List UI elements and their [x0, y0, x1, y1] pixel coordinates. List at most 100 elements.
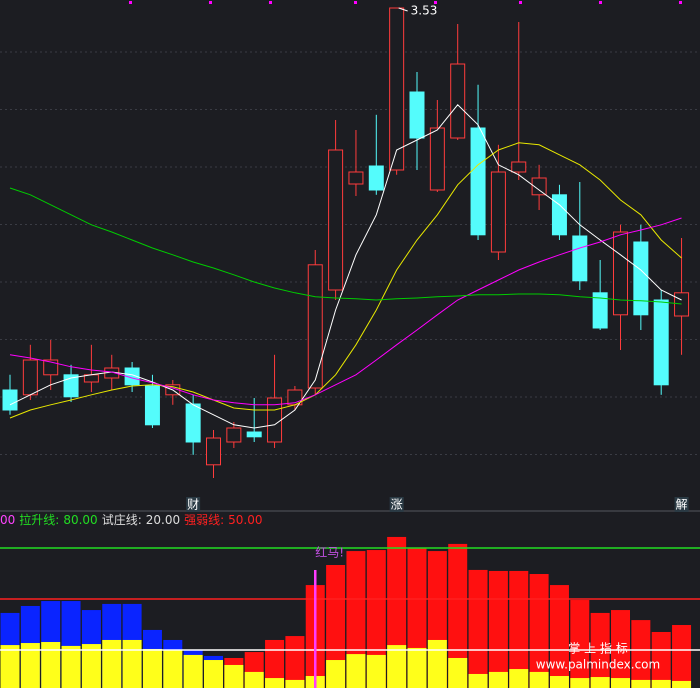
indicator-bar: [366, 654, 386, 688]
indicator-bar: [672, 625, 692, 688]
indicator-bar: [488, 671, 508, 688]
top-marker: [679, 1, 682, 4]
indicator-bar: [407, 647, 427, 688]
indicator-bar: [224, 664, 244, 688]
indicator-bar: [672, 680, 692, 688]
moving-average-line: [9, 217, 682, 406]
indicator-bar: [529, 671, 549, 688]
candle-body: [551, 194, 567, 236]
indicator-bar: [102, 639, 122, 688]
top-marker: [129, 1, 132, 4]
indicator-bar: [122, 639, 142, 688]
candle-body: [144, 385, 160, 426]
category-label-bg: [186, 497, 201, 512]
candle-body: [226, 427, 242, 443]
indicator-bar: [549, 676, 569, 688]
category-label: 涨: [391, 497, 403, 512]
candle-body: [613, 231, 628, 316]
candle-body: [328, 149, 344, 291]
indicator-bar: [285, 679, 305, 688]
candle-body: [348, 171, 364, 185]
indicator-bar: [285, 636, 305, 688]
candle-body: [511, 161, 527, 173]
candle-body: [653, 299, 669, 386]
indicator-bar: [244, 671, 264, 688]
indicator-bar: [326, 565, 346, 688]
candle-body: [450, 63, 466, 139]
category-label-bg: [674, 497, 689, 512]
candle-body: [592, 292, 608, 329]
candle-body: [307, 264, 323, 389]
indicator-bar: [488, 570, 508, 688]
indicator-bar: [468, 673, 488, 688]
top-marker: [269, 1, 272, 4]
indicator-bar: [448, 543, 468, 688]
candle-body: [633, 241, 649, 316]
candle-body: [368, 165, 384, 191]
candle-body: [490, 171, 506, 253]
candle-body: [572, 235, 588, 282]
indicator-bar: [611, 678, 630, 688]
indicator-bar: [549, 585, 569, 688]
indicator-bar: [163, 650, 183, 688]
candle-body: [470, 127, 486, 236]
candle-body: [2, 389, 18, 411]
category-label-bg: [389, 497, 404, 512]
indicator-bar: [81, 644, 101, 688]
indicator-bar: [204, 660, 223, 688]
candle-body: [429, 127, 445, 191]
legend-value: 80.00: [63, 513, 98, 527]
indicator-bar: [509, 570, 529, 688]
candle-body: [531, 177, 547, 196]
indicator-bar: [651, 631, 671, 688]
indicator-bar: [448, 657, 468, 688]
candle-body: [63, 374, 79, 398]
moving-average-line: [9, 104, 682, 429]
moving-average-line: [9, 187, 682, 305]
indicator-bar: [20, 643, 40, 688]
signal-label: 红马!: [315, 545, 344, 560]
candle-body: [22, 359, 38, 396]
candle-body: [185, 403, 201, 443]
high-label: 3.53: [411, 4, 438, 18]
candle-body: [674, 292, 690, 317]
moving-average-line: [9, 142, 682, 419]
candle-body: [206, 437, 221, 466]
indicator-bar: [570, 600, 590, 688]
indicator-bar: [265, 678, 285, 688]
legend-name: 拉升线:: [19, 513, 60, 527]
indicator-bar: [509, 669, 529, 688]
candle-body: [409, 91, 425, 139]
indicator-bar: [366, 550, 386, 688]
indicator-bar: [468, 569, 488, 688]
indicator-bar: [529, 574, 549, 688]
category-label: 解: [676, 498, 688, 512]
category-label: 财: [187, 498, 199, 512]
indicator-bar: [265, 639, 285, 688]
watermark-url: www.palmindex.com: [536, 658, 660, 672]
top-marker: [354, 1, 357, 4]
indicator-bar: [142, 648, 162, 688]
legend-name: 试庄线:: [101, 513, 142, 527]
indicator-bar: [387, 645, 407, 688]
indicator-bar: [61, 645, 81, 688]
top-marker: [434, 1, 437, 4]
indicator-bar: [570, 678, 590, 688]
legend-value: 20.00: [145, 513, 181, 527]
indicator-bar: [0, 645, 20, 688]
indicator-legend: 00 拉升线: 80.00 试庄线: 20.00 强弱线: 50.00: [0, 512, 267, 528]
top-marker: [599, 1, 602, 4]
indicator-bar: [631, 679, 651, 688]
candle-body: [389, 7, 405, 171]
indicator-bar: [183, 654, 203, 688]
indicator-bar: [611, 610, 630, 688]
legend-name: 强弱线:: [184, 513, 225, 527]
indicator-bar: [427, 639, 447, 688]
indicator-bar: [631, 620, 651, 688]
indicator-bar: [326, 660, 346, 688]
legend-value: 50.00: [228, 513, 263, 527]
candle-body: [246, 431, 262, 438]
legend-prefix: 00: [0, 513, 16, 527]
